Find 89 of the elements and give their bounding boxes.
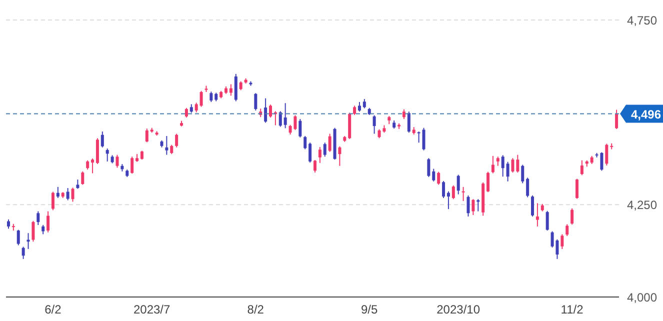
- candlestick: [22, 246, 25, 260]
- candlestick: [304, 135, 307, 150]
- candlestick: [46, 210, 50, 233]
- candlestick: [546, 210, 549, 232]
- candlestick: [36, 210, 40, 226]
- candlestick: [521, 164, 524, 184]
- candlestick: [323, 142, 326, 158]
- candlestick: [278, 110, 282, 128]
- candlestick: [570, 208, 574, 226]
- candlestick: [353, 105, 356, 116]
- candlestick: [491, 155, 494, 174]
- candlestick: [42, 224, 45, 235]
- candlestick: [456, 174, 460, 195]
- candlestick: [358, 101, 361, 112]
- candlestick: [145, 128, 148, 143]
- candlestick: [615, 109, 618, 130]
- candlestick: [338, 146, 342, 166]
- candlestick: [268, 104, 272, 118]
- x-tick-label: 2023/10: [436, 302, 480, 317]
- candlestick: [96, 138, 99, 165]
- candlestick: [560, 234, 564, 250]
- candlestick: [372, 114, 376, 134]
- x-tick-label: 8/2: [247, 302, 264, 317]
- candlestick: [466, 194, 470, 217]
- candlestick: [81, 170, 84, 186]
- candlestick: [298, 118, 302, 138]
- candlestick: [100, 131, 104, 148]
- candlestick: [254, 92, 258, 111]
- candlestick: [575, 178, 578, 200]
- candlestick: [71, 187, 74, 202]
- candlestick: [442, 180, 446, 199]
- candlestick: [318, 146, 322, 164]
- y-tick-label: 4,250: [627, 198, 658, 212]
- candlestick: [328, 133, 332, 152]
- candlestick: [116, 154, 119, 168]
- candlestick: [566, 224, 569, 237]
- candlestick: [531, 194, 534, 217]
- candlestick: [130, 156, 134, 174]
- candlestick: [476, 198, 480, 212]
- candlestick: [165, 135, 168, 156]
- x-tick-label: 11/2: [560, 302, 584, 317]
- candlestick: [194, 102, 198, 113]
- candlestick: [6, 218, 10, 230]
- y-tick-label: 4,750: [627, 13, 658, 28]
- x-tick-label: 6/2: [44, 302, 62, 317]
- candlestick: [427, 158, 430, 178]
- candlestick: [264, 98, 268, 124]
- ref-line-label: 4,496: [630, 107, 662, 122]
- candlestick: [432, 168, 436, 182]
- candlestick: [580, 160, 584, 176]
- candlestick: [452, 184, 455, 200]
- candlestick: [200, 90, 203, 108]
- x-tick-label: 9/5: [361, 302, 378, 317]
- candlestick: [86, 160, 90, 170]
- candlestick: [437, 171, 440, 186]
- candlestick: [56, 186, 60, 199]
- candlestick: [234, 73, 238, 102]
- candlestick: [66, 188, 70, 201]
- candlestick: [407, 111, 410, 134]
- candlestick: [526, 177, 530, 198]
- candlestick: [229, 84, 232, 96]
- candlestick: [362, 98, 366, 109]
- candlestick: [184, 107, 188, 118]
- candlestick: [210, 91, 213, 102]
- candlestick: [462, 186, 465, 202]
- candlestick: [32, 220, 35, 242]
- candlestick: [472, 198, 475, 216]
- candlestick: [402, 108, 406, 120]
- candlestick: [91, 158, 94, 174]
- candlestick: [16, 229, 20, 246]
- candlestick: [496, 156, 500, 166]
- candlestick: [313, 159, 316, 174]
- candlestick: [501, 154, 504, 178]
- candlestick: [511, 158, 514, 174]
- candlestick: [284, 102, 287, 129]
- candlestick: [506, 161, 510, 182]
- candlestick: [486, 171, 490, 193]
- candlestick: [605, 143, 608, 166]
- candlestick: [106, 148, 109, 162]
- candlestick: [76, 179, 80, 190]
- candlestick: [175, 133, 178, 148]
- candlestick: [51, 191, 54, 211]
- candlestick: [170, 144, 174, 155]
- candlestick: [446, 190, 450, 210]
- candlestick: [536, 202, 539, 227]
- y-tick-label: 4,000: [627, 290, 658, 304]
- x-tick-label: 2023/7: [133, 302, 171, 317]
- candlestick: [516, 154, 520, 174]
- candlestick: [308, 142, 312, 164]
